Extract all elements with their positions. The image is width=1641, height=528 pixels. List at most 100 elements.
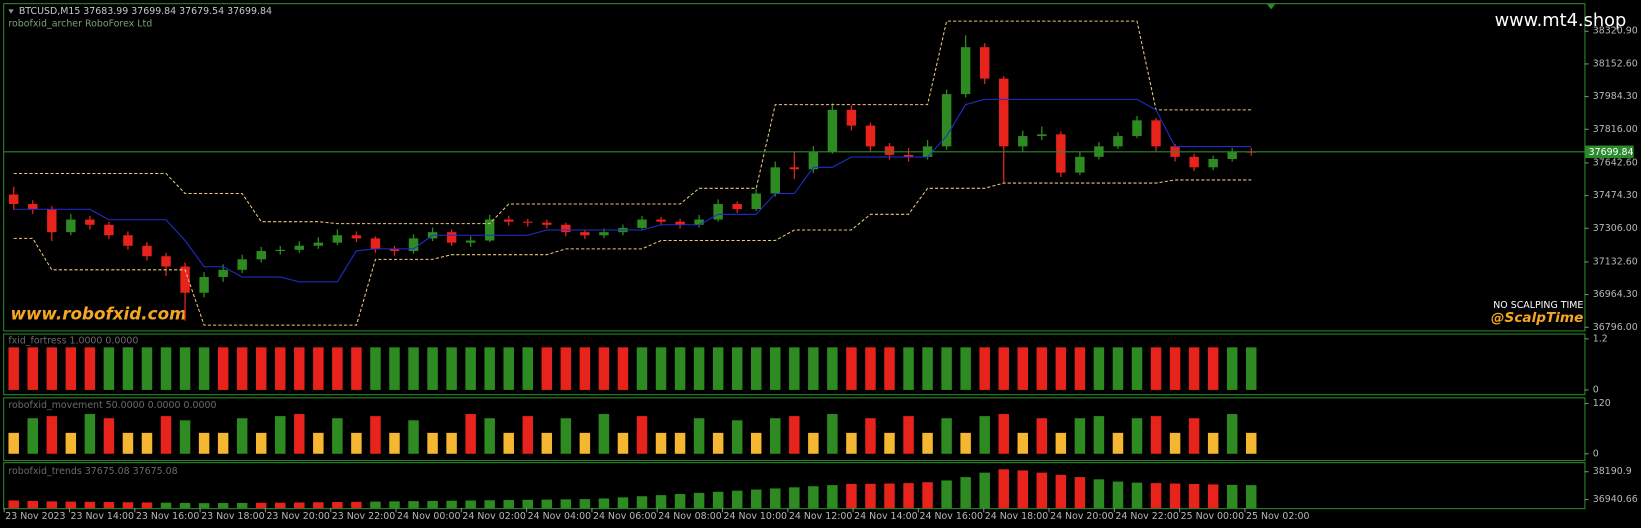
x-tick-label: 24 Nov 18:00	[985, 511, 1049, 522]
histogram-bar	[579, 499, 591, 509]
histogram-bar	[693, 492, 705, 509]
histogram-bar	[427, 432, 438, 454]
histogram-bar	[1188, 347, 1200, 390]
histogram-bar	[693, 418, 705, 454]
histogram-bar	[750, 489, 762, 509]
candle-body	[85, 219, 95, 225]
histogram-bar	[789, 416, 800, 454]
x-tick-label: 24 Nov 04:00	[528, 511, 592, 522]
y-tick-label: 1.2	[1593, 333, 1608, 344]
x-tick-label: 23 Nov 2023	[5, 511, 65, 522]
histogram-bar	[275, 347, 286, 390]
y-tick-label: 36940.66	[1593, 494, 1638, 505]
histogram-bar	[1112, 481, 1124, 509]
histogram-bar	[294, 414, 305, 454]
histogram-bar	[122, 347, 134, 390]
histogram-bar	[484, 418, 495, 454]
x-tick-label: 25 Nov 02:00	[1246, 511, 1310, 522]
histogram-bar	[960, 347, 971, 390]
x-tick-label: 25 Nov 00:00	[1181, 511, 1245, 522]
histogram-bar	[731, 347, 743, 390]
histogram-bar	[1055, 432, 1067, 454]
candle-body	[28, 204, 38, 210]
histogram-bar	[408, 501, 419, 509]
histogram-bar	[1036, 418, 1048, 454]
histogram-bar	[465, 500, 476, 509]
histogram-bar	[1188, 418, 1200, 454]
histogram-bar	[370, 501, 381, 509]
histogram-bar	[408, 420, 419, 454]
histogram-bar	[503, 347, 514, 390]
current-price-box	[1585, 145, 1634, 159]
histogram-bar	[617, 432, 629, 454]
histogram-bar	[8, 432, 19, 454]
histogram-bar	[560, 499, 572, 509]
histogram-bar	[255, 347, 267, 390]
histogram-bar	[465, 347, 476, 390]
candle-body	[237, 259, 247, 270]
histogram-bar	[884, 347, 895, 390]
histogram-bar	[770, 347, 781, 390]
histogram-bar	[598, 498, 610, 509]
candle-body	[675, 221, 685, 225]
histogram-bar	[1207, 484, 1219, 509]
histogram-bar	[731, 490, 743, 509]
histogram-bar	[712, 491, 724, 509]
histogram-bar	[427, 347, 438, 390]
histogram-bar	[922, 432, 933, 454]
y-tick-label: 37642.60	[1593, 157, 1638, 168]
candle-body	[8, 194, 19, 205]
histogram-bar	[579, 347, 591, 390]
histogram-bar	[636, 416, 648, 454]
histogram-bar	[427, 500, 438, 509]
histogram-bar	[141, 347, 153, 390]
histogram-bar	[465, 414, 476, 454]
histogram-bar	[617, 347, 629, 390]
pane-title: robofxid_movement 50.0000 0.0000 0.0000	[8, 400, 216, 411]
histogram-bar	[1093, 416, 1105, 454]
histogram-bar	[103, 418, 115, 454]
histogram-bar	[1245, 347, 1257, 390]
histogram-bar	[370, 347, 381, 390]
histogram-bar	[1017, 432, 1029, 454]
histogram-bar	[332, 347, 343, 390]
histogram-bar	[1226, 414, 1238, 454]
histogram-bar	[731, 420, 743, 454]
channel-line	[13, 179, 1252, 326]
histogram-bar	[198, 347, 210, 390]
main-pane-frame	[3, 3, 1586, 332]
histogram-bar	[941, 418, 952, 454]
histogram-bar	[655, 432, 667, 454]
histogram-bar	[236, 347, 248, 390]
candle-body	[1075, 156, 1085, 173]
histogram-bar	[903, 416, 914, 454]
histogram-bar	[941, 347, 952, 390]
histogram-bar	[750, 432, 762, 454]
candle-body	[370, 238, 381, 249]
histogram-bar	[160, 502, 172, 509]
histogram-bar	[179, 502, 191, 509]
histogram-bar	[65, 347, 77, 390]
candle-body	[979, 47, 990, 79]
histogram-bar	[770, 418, 781, 454]
histogram-bar	[179, 347, 191, 390]
y-tick-label: 37306.00	[1593, 223, 1638, 234]
histogram-bar	[827, 347, 838, 390]
candle-body	[504, 219, 514, 222]
x-tick-label: 24 Nov 20:00	[1050, 511, 1114, 522]
histogram-bar	[541, 347, 553, 390]
candle-body	[827, 109, 838, 152]
candle-body	[770, 167, 780, 194]
histogram-bar	[1093, 347, 1105, 390]
candle-body	[599, 232, 609, 236]
candle-body	[580, 232, 590, 236]
candle-body	[1151, 120, 1161, 147]
histogram-bar	[503, 500, 514, 509]
histogram-bar	[770, 488, 781, 509]
histogram-bar	[351, 347, 362, 390]
histogram-bar	[693, 347, 705, 390]
candle-body	[142, 245, 152, 257]
candle-body	[1208, 158, 1218, 168]
